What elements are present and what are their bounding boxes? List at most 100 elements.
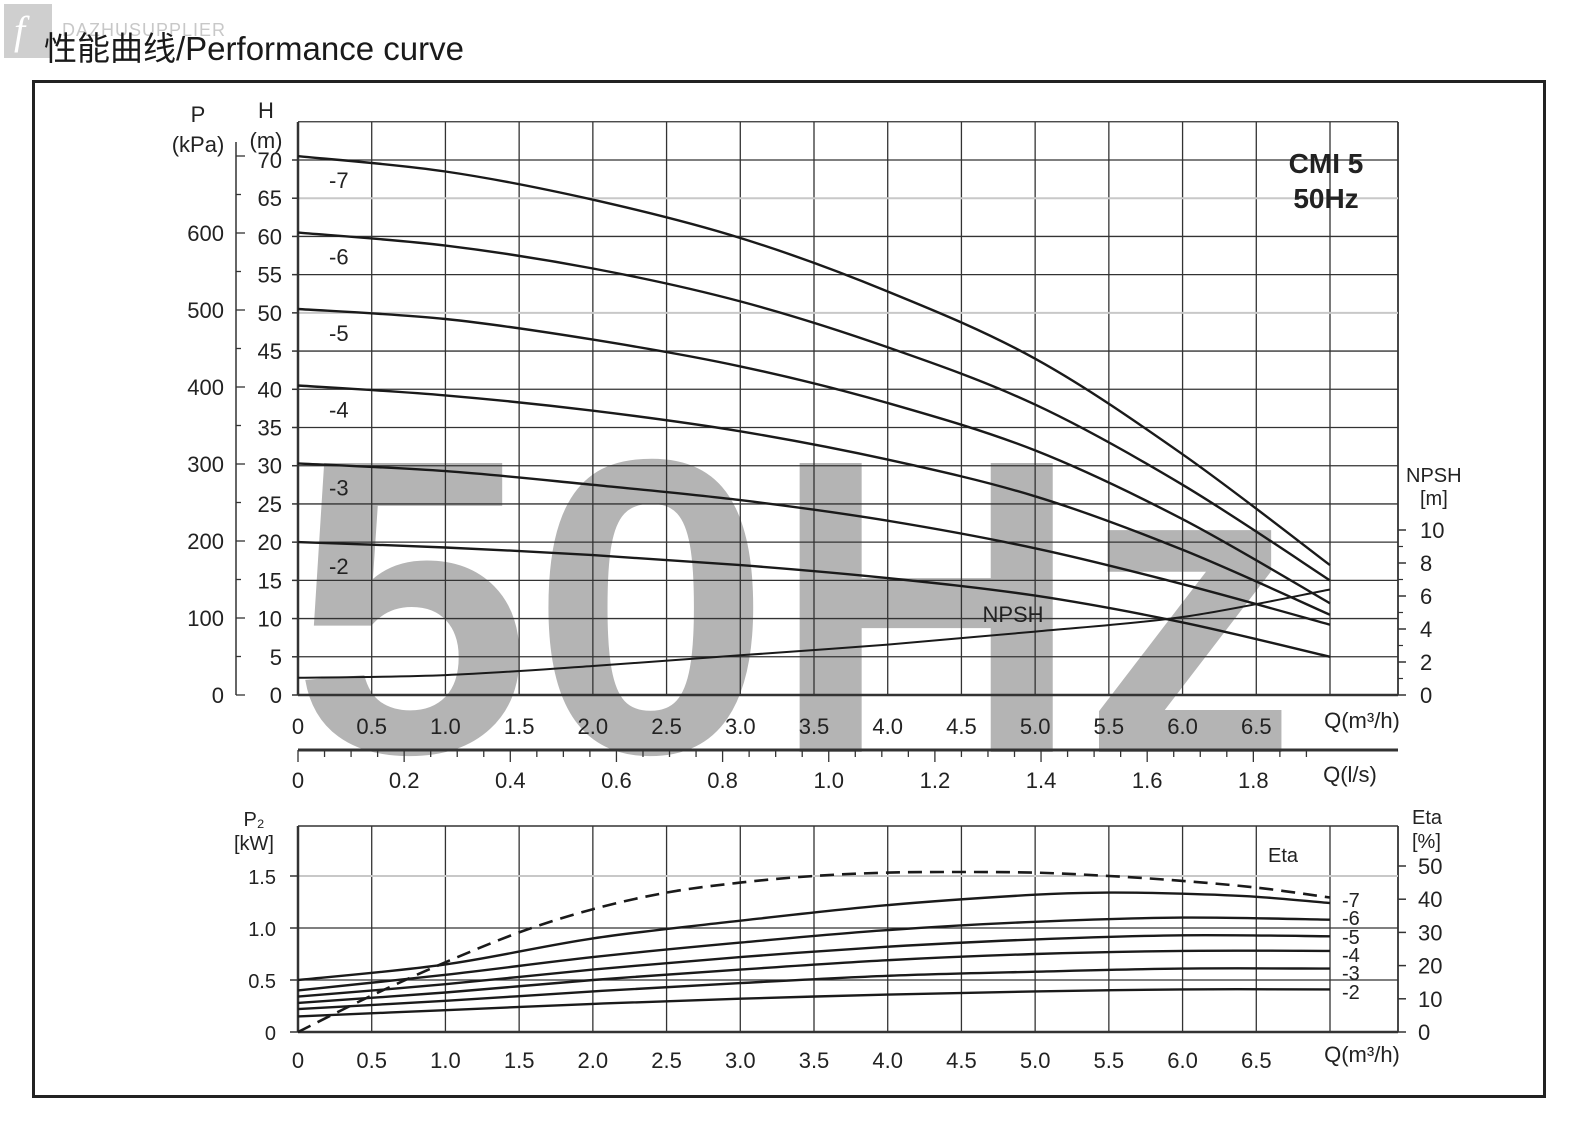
npsh-curve-label: NPSH (982, 602, 1043, 627)
ls-tick-label: 0.8 (707, 768, 738, 793)
ls-tick-label: 1.2 (920, 768, 951, 793)
h-tick-label: 55 (258, 263, 282, 288)
ls-tick-label: 1.8 (1238, 768, 1269, 793)
q-tick-label: 0 (292, 714, 304, 739)
pressure-tick-label: 500 (187, 298, 224, 323)
q-tick-label: 5.5 (1094, 714, 1125, 739)
eta-tick-label: 30 (1418, 920, 1442, 945)
npsh-tick-label: 6 (1420, 584, 1432, 609)
ls-tick-label: 1.4 (1026, 768, 1057, 793)
power-curve-label: -7 (1342, 890, 1360, 912)
h-tick-label: 45 (258, 339, 282, 364)
head-curve-stage-6 (297, 231, 1331, 582)
eta-tick-label: 10 (1418, 987, 1442, 1012)
power-curve-label: -5 (1342, 927, 1360, 949)
p2-tick-label: 1.0 (248, 919, 276, 941)
page-title: 性能曲线/Performance curve (44, 30, 464, 67)
power-q-tick-label: 2.0 (578, 1048, 609, 1073)
power-curve-label: -4 (1342, 945, 1360, 967)
power-q-tick-label: 5.0 (1020, 1048, 1051, 1073)
eta-tick-label: 50 (1418, 854, 1442, 879)
eta-tick-label: 20 (1418, 954, 1442, 979)
p2-tick-label: 1.5 (248, 867, 276, 889)
q-tick-label: 4.0 (872, 714, 903, 739)
q-tick-label: 2.5 (651, 714, 682, 739)
head-curve-label: -5 (329, 321, 349, 346)
power-q-tick-label: 0 (292, 1048, 304, 1073)
h-tick-label: 50 (258, 301, 282, 326)
npsh-tick-label: 2 (1420, 650, 1432, 675)
head-curve-label: -7 (329, 168, 349, 193)
power-curve-label: -6 (1342, 908, 1360, 930)
head-curve-stage-3 (297, 462, 1331, 626)
power-q-tick-label: 2.5 (651, 1048, 682, 1073)
h-tick-label: 5 (270, 645, 282, 670)
watermark-text: DAZHUSUPPLIER (62, 20, 227, 40)
ls-tick-label: 0.2 (389, 768, 420, 793)
pressure-axis-label: P (191, 102, 206, 127)
background-50hz-text: 50Hz (292, 373, 1297, 842)
pressure-tick-label: 400 (187, 375, 224, 400)
power-q-tick-label: 4.0 (872, 1048, 903, 1073)
power-curve-stage-7 (297, 891, 1331, 982)
eta-curve (297, 870, 1331, 1034)
npsh-axis-unit: [m] (1420, 488, 1448, 510)
npsh-tick-label: 8 (1420, 551, 1432, 576)
chart-frame (32, 80, 1546, 1098)
h-axis-unit: (m) (250, 128, 283, 153)
q-tick-label: 1.0 (430, 714, 461, 739)
power-q-tick-label: 6.0 (1167, 1048, 1198, 1073)
eta-curve-label: Eta (1268, 845, 1299, 867)
head-curve-label: -4 (329, 397, 349, 422)
head-curve-stage-5 (297, 307, 1331, 605)
pressure-tick-label: 0 (212, 683, 224, 708)
power-curve-label: -2 (1342, 982, 1360, 1004)
power-q-tick-label: 3.0 (725, 1048, 756, 1073)
pressure-axis-unit: (kPa) (172, 132, 225, 157)
pressure-tick-label: 600 (187, 221, 224, 246)
h-tick-label: 15 (258, 568, 282, 593)
h-tick-label: 60 (258, 224, 282, 249)
power-curve-label: -3 (1342, 963, 1360, 985)
frequency-label: 50Hz (1293, 183, 1358, 214)
p2-tick-label: 0 (265, 1023, 276, 1045)
power-q-tick-label: 5.5 (1094, 1048, 1125, 1073)
ls-axis-label: Q(l/s) (1323, 762, 1377, 787)
npsh-tick-label: 4 (1420, 617, 1432, 642)
model-label: CMI 5 (1289, 148, 1364, 179)
power-q-tick-label: 4.5 (946, 1048, 977, 1073)
power-q-axis-label: Q(m³/h) (1324, 1042, 1400, 1067)
pressure-tick-label: 300 (187, 452, 224, 477)
power-q-tick-label: 0.5 (356, 1048, 387, 1073)
h-tick-label: 30 (258, 454, 282, 479)
h-tick-label: 40 (258, 377, 282, 402)
eta-tick-label: 40 (1418, 887, 1442, 912)
eta-axis-label: Eta (1412, 807, 1443, 829)
power-q-tick-label: 1.0 (430, 1048, 461, 1073)
power-curve-stage-6 (297, 916, 1331, 992)
p2-axis-unit: [kW] (234, 833, 274, 855)
npsh-curve (297, 588, 1331, 679)
q-tick-label: 3.0 (725, 714, 756, 739)
q-axis-label: Q(m³/h) (1324, 708, 1400, 733)
ls-tick-label: 1.6 (1132, 768, 1163, 793)
q-tick-label: 3.5 (799, 714, 830, 739)
q-tick-label: 5.0 (1020, 714, 1051, 739)
h-tick-label: 35 (258, 416, 282, 441)
power-q-tick-label: 1.5 (504, 1048, 535, 1073)
eta-tick-label: 0 (1418, 1020, 1430, 1045)
head-curve-label: -3 (329, 475, 349, 500)
h-tick-label: 70 (258, 148, 282, 173)
q-tick-label: 1.5 (504, 714, 535, 739)
h-tick-label: 0 (270, 683, 282, 708)
q-tick-label: 2.0 (578, 714, 609, 739)
h-tick-label: 25 (258, 492, 282, 517)
q-tick-label: 6.5 (1241, 714, 1272, 739)
eta-axis-unit: [%] (1412, 831, 1441, 853)
npsh-tick-label: 0 (1420, 683, 1432, 708)
q-tick-label: 4.5 (946, 714, 977, 739)
power-q-tick-label: 6.5 (1241, 1048, 1272, 1073)
npsh-tick-label: 10 (1420, 518, 1444, 543)
head-curve-stage-7 (297, 155, 1331, 567)
ls-tick-label: 0 (292, 768, 304, 793)
